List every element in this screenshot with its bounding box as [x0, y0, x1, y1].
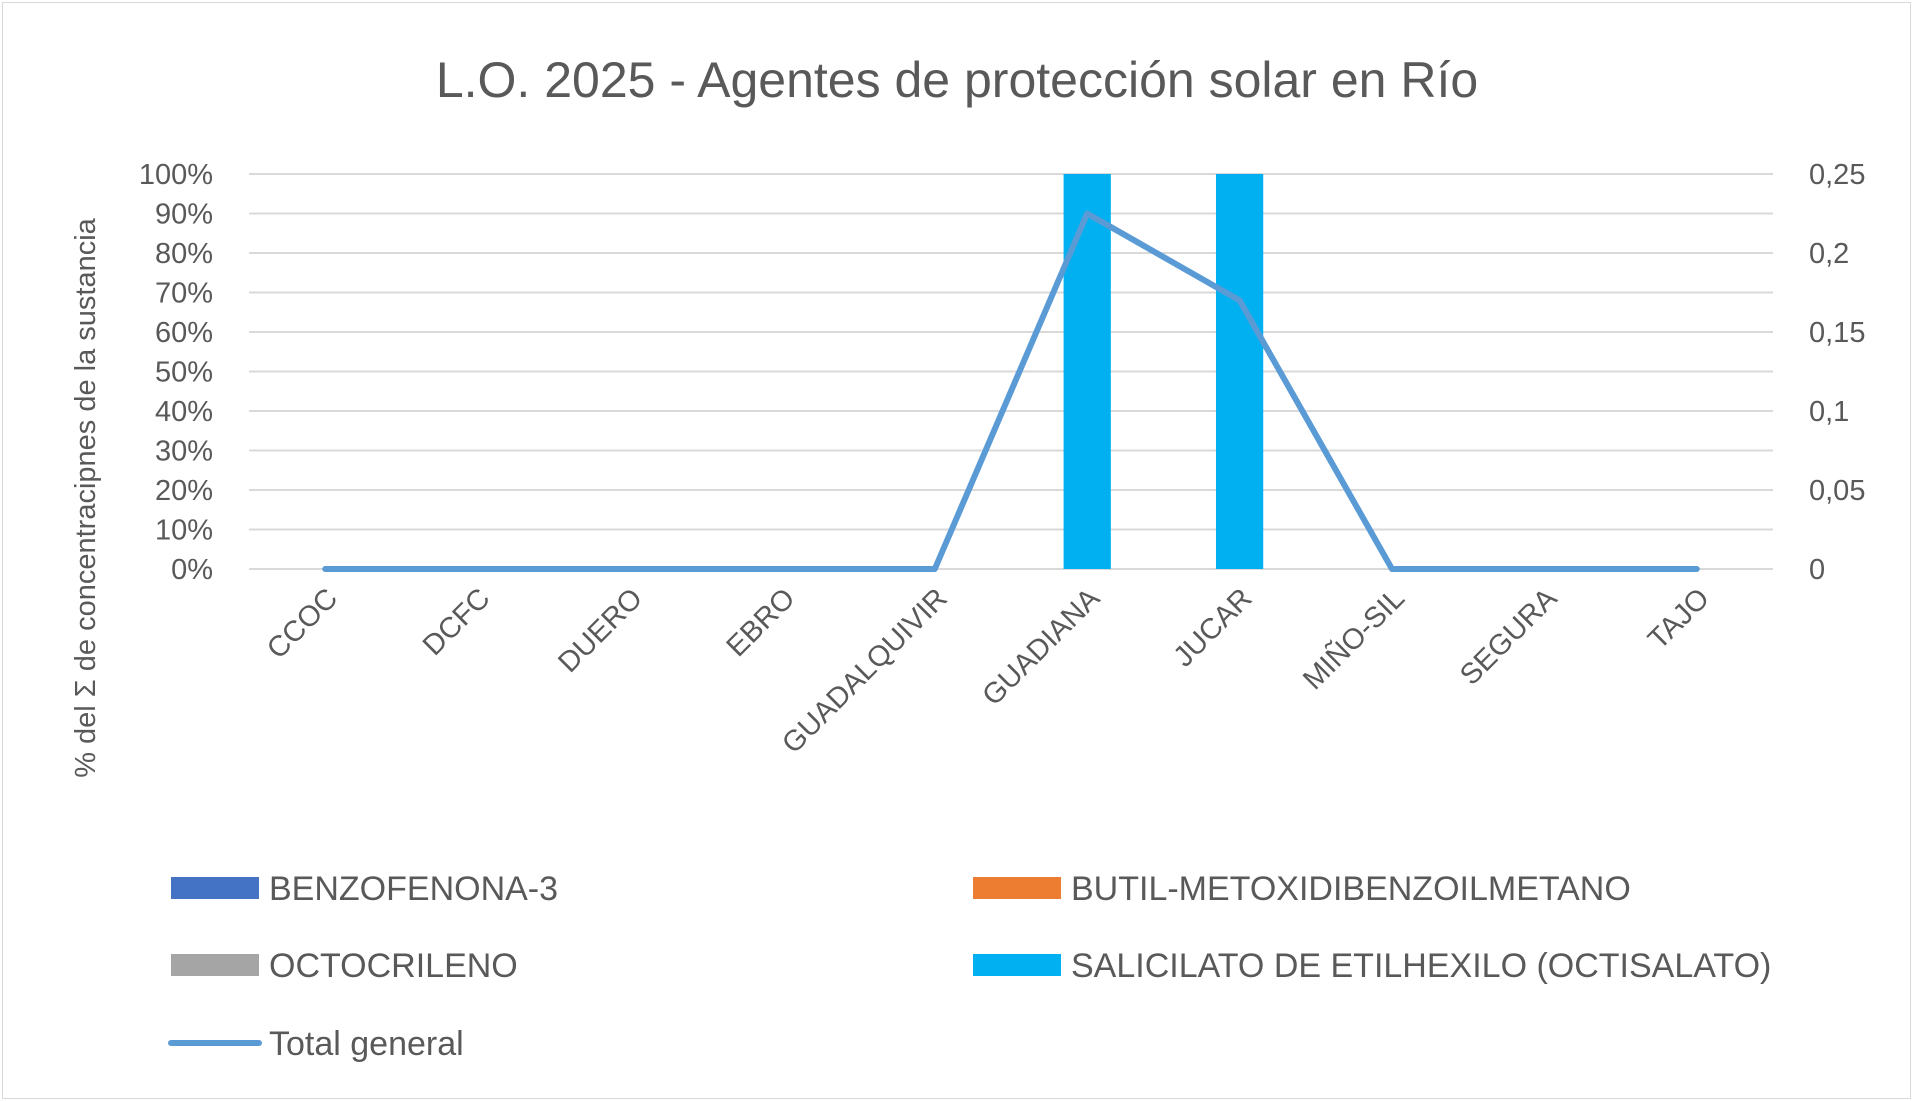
y2-tick-label: 0: [1809, 554, 1825, 586]
y2-tick-label: 0,05: [1809, 475, 1865, 507]
x-tick-label: GUADALQUIVIR: [776, 582, 954, 760]
x-tick-label: SEGURA: [1454, 582, 1564, 692]
y-tick-label: 30%: [155, 436, 213, 468]
y-tick-label: 50%: [155, 357, 213, 389]
x-tick-label: MIÑO-SIL: [1296, 581, 1411, 696]
legend-label: OCTOCRILENO: [269, 947, 518, 985]
x-tick-label: DUERO: [552, 582, 649, 679]
legend-swatch: [171, 954, 259, 976]
y-axis-ticks: 0% 10% 20% 30% 40% 50% 60% 70% 80% 90% 100%: [139, 159, 213, 586]
y-tick-label: 70%: [155, 278, 213, 310]
y-tick-label: 10%: [155, 515, 213, 547]
legend-swatch: [973, 954, 1061, 976]
legend-label: BENZOFENONA-3: [269, 870, 558, 908]
bar: [1215, 174, 1264, 569]
x-tick-label: GUADIANA: [976, 582, 1106, 712]
y-tick-label: 20%: [155, 475, 213, 507]
legend-swatch: [171, 877, 259, 899]
y2-tick-label: 0,25: [1809, 159, 1865, 191]
legend-swatch: [973, 877, 1061, 899]
legend-label: BUTIL-METOXIDIBENZOILMETANO: [1071, 870, 1631, 908]
x-tick-label: JUCAR: [1168, 582, 1259, 673]
legend-label: SALICILATO DE ETILHEXILO (OCTISALATO): [1071, 947, 1771, 985]
legend: BENZOFENONA-3 BUTIL-METOXIDIBENZOILMETANO…: [168, 870, 1771, 1063]
total-line-layer: [322, 210, 1700, 572]
y2-tick-label: 0,15: [1809, 317, 1865, 349]
chart-title: L.O. 2025 - Agentes de protección solar …: [436, 52, 1478, 108]
x-tick-label: EBRO: [721, 582, 802, 663]
x-tick-label: CCOC: [261, 582, 344, 665]
y-axis-title: % del Σ de concentracipnes de la sustanc…: [70, 217, 102, 777]
y-tick-label: 0%: [171, 554, 213, 586]
chart-svg: L.O. 2025 - Agentes de protección solar …: [70, 52, 1865, 1063]
y2-tick-label: 0,2: [1809, 238, 1849, 270]
y-tick-label: 100%: [139, 159, 213, 191]
y-tick-label: 40%: [155, 396, 213, 428]
x-tick-label: TAJO: [1642, 582, 1716, 656]
total-line: [322, 210, 1700, 572]
legend-label: Total general: [269, 1025, 464, 1063]
x-tick-label: DCFC: [417, 582, 497, 662]
bars: [1063, 174, 1264, 569]
y-tick-label: 90%: [155, 199, 213, 231]
y2-axis-ticks: 0 0,05 0,1 0,15 0,2 0,25: [1809, 159, 1865, 586]
grid-lines: [249, 173, 1773, 570]
y2-tick-label: 0,1: [1809, 396, 1849, 428]
y-tick-label: 80%: [155, 238, 213, 270]
bar: [1063, 174, 1111, 569]
y-tick-label: 60%: [155, 317, 213, 349]
